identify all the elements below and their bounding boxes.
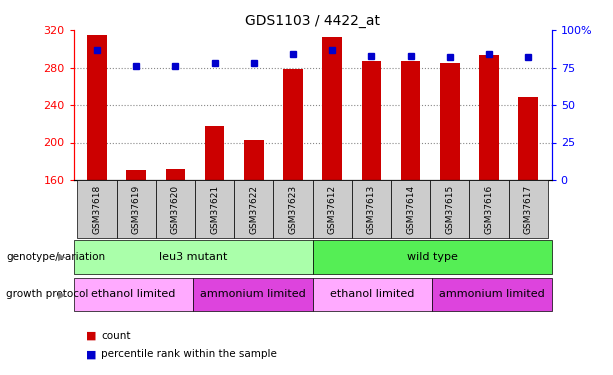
Text: GSM37617: GSM37617 [524,184,533,234]
Text: ■: ■ [86,331,96,340]
Bar [313,240,552,274]
Bar [313,278,432,311]
Text: ▶: ▶ [58,252,65,262]
Bar [401,61,421,180]
Text: GSM37614: GSM37614 [406,184,415,234]
Text: ammonium limited: ammonium limited [439,290,545,299]
Bar [322,37,342,180]
Text: ammonium limited: ammonium limited [200,290,306,299]
Bar [432,278,552,311]
Text: ▶: ▶ [58,290,65,299]
Text: ethanol limited: ethanol limited [330,290,414,299]
Bar [273,180,313,238]
Bar [283,69,303,180]
Text: count: count [101,331,131,340]
Bar [244,140,264,180]
Text: GSM37615: GSM37615 [445,184,454,234]
Bar [352,180,391,238]
Text: GSM37612: GSM37612 [328,184,337,234]
Text: GSM37613: GSM37613 [367,184,376,234]
Bar [126,170,146,180]
Bar [509,180,548,238]
Text: GSM37622: GSM37622 [249,184,258,234]
Bar [470,180,509,238]
Text: GSM37619: GSM37619 [132,184,141,234]
Bar [479,56,499,180]
Bar [391,180,430,238]
Bar [430,180,470,238]
Text: ethanol limited: ethanol limited [91,290,175,299]
Bar [116,180,156,238]
Bar [519,97,538,180]
Bar [195,180,234,238]
Bar [156,180,195,238]
Bar [193,278,313,311]
Bar [313,180,352,238]
Text: genotype/variation: genotype/variation [6,252,105,262]
Bar [77,180,116,238]
Text: GSM37623: GSM37623 [289,184,297,234]
Bar [205,126,224,180]
Title: GDS1103 / 4422_at: GDS1103 / 4422_at [245,13,380,28]
Text: wild type: wild type [407,252,457,262]
Text: leu3 mutant: leu3 mutant [159,252,227,262]
Bar [234,180,273,238]
Bar [87,35,107,180]
Bar [362,61,381,180]
Text: ■: ■ [86,350,96,359]
Bar [74,278,193,311]
Text: GSM37620: GSM37620 [171,184,180,234]
Text: GSM37616: GSM37616 [484,184,493,234]
Text: growth protocol: growth protocol [6,290,88,299]
Bar [440,63,460,180]
Text: GSM37621: GSM37621 [210,184,219,234]
Bar [166,169,185,180]
Bar [74,240,313,274]
Text: percentile rank within the sample: percentile rank within the sample [101,350,277,359]
Text: GSM37618: GSM37618 [93,184,102,234]
